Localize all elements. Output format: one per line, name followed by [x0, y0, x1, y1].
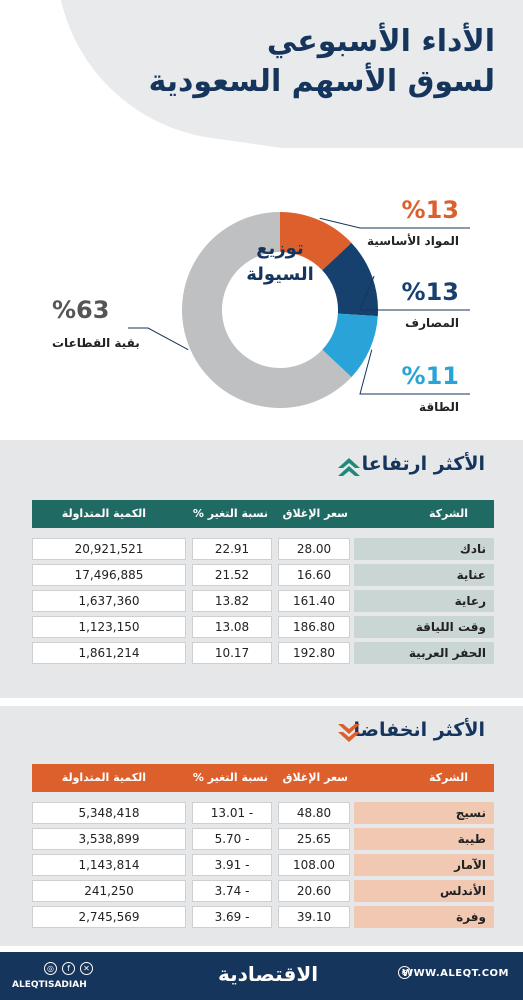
donut-center-label: توزيع السيولة [234, 236, 326, 288]
page-title-line1: الأداء الأسبوعي [266, 24, 495, 59]
cell-close: 20.60 [278, 880, 350, 902]
cell-company: نسيج [354, 802, 494, 824]
slice-label-materials: المواد الأساسية [367, 234, 459, 248]
slice-label-others: بقية القطاعات [52, 336, 140, 350]
cell-company: وفرة [354, 906, 494, 928]
slice-label-banks: المصارف [405, 316, 459, 330]
cell-company: الآمار [354, 854, 494, 876]
gainers-title: الأكثر ارتفاعا [361, 453, 485, 475]
table-row: 3,538,899 5.70 - 25.65 طيبة [32, 828, 494, 850]
cell-close: 28.00 [278, 538, 350, 560]
footer-site[interactable]: WWW.ALEQT.COM [402, 968, 509, 979]
table-row: 1,861,214 10.17 192.80 الحفر العربية [32, 642, 494, 664]
cell-change: 13.01 - [192, 802, 272, 824]
gainers-table-header: الشركة سعر الإغلاق نسبة التغير % الكمية … [32, 500, 494, 528]
table-row: 5,348,418 13.01 - 48.80 نسيج [32, 802, 494, 824]
cell-volume: 3,538,899 [32, 828, 186, 850]
donut-slice-materials [280, 212, 352, 271]
donut-slice-energy [322, 313, 378, 378]
cell-change: 3.69 - [192, 906, 272, 928]
losers-table-header: الشركة سعر الإغلاق نسبة التغير % الكمية … [32, 764, 494, 792]
cell-change: 3.74 - [192, 880, 272, 902]
col-change: نسبة التغير % [192, 507, 268, 520]
up-arrow-icon [338, 458, 360, 476]
cell-close: 186.80 [278, 616, 350, 638]
cell-close: 48.80 [278, 802, 350, 824]
table-row: 20,921,521 22.91 28.00 نادك [32, 538, 494, 560]
losers-title: الأكثر انخفاضا [353, 719, 485, 741]
leader-line-materials [319, 217, 470, 229]
cell-change: 3.91 - [192, 854, 272, 876]
table-row: 2,745,569 3.69 - 39.10 وفرة [32, 906, 494, 928]
cell-close: 39.10 [278, 906, 350, 928]
slice-value-others: %63 [52, 296, 110, 324]
instagram-icon[interactable]: ◎ [44, 962, 57, 975]
cell-change: 5.70 - [192, 828, 272, 850]
cell-volume: 1,637,360 [32, 590, 186, 612]
cell-volume: 17,496,885 [32, 564, 186, 586]
table-row: 241,250 3.74 - 20.60 الأندلس [32, 880, 494, 902]
globe-icon: ⊕ [398, 966, 411, 979]
donut-slice-banks [322, 242, 378, 317]
slice-value-banks: %13 [401, 278, 459, 306]
cell-change: 22.91 [192, 538, 272, 560]
footer: ⊕ WWW.ALEQT.COM الاقتصادية ◎ f ✕ ALEQTIS… [0, 952, 523, 1000]
cell-company: رعاية [354, 590, 494, 612]
cell-volume: 1,143,814 [32, 854, 186, 876]
col-volume: الكمية المتداولة [61, 771, 146, 784]
cell-close: 16.60 [278, 564, 350, 586]
cell-change: 13.82 [192, 590, 272, 612]
cell-volume: 2,745,569 [32, 906, 186, 928]
liquidity-donut-chart: توزيع السيولة %13 المواد الأساسية %13 ال… [0, 150, 523, 428]
col-company: الشركة [428, 507, 468, 520]
slice-value-energy: %11 [401, 362, 459, 390]
cell-volume: 1,861,214 [32, 642, 186, 664]
col-close: سعر الإغلاق [282, 507, 348, 520]
cell-volume: 20,921,521 [32, 538, 186, 560]
slice-value-materials: %13 [401, 196, 459, 224]
page-title-line2: لسوق الأسهم السعودية [148, 64, 495, 99]
header: الأداء الأسبوعي لسوق الأسهم السعودية [0, 0, 523, 148]
donut-center-line2: السيولة [246, 264, 314, 285]
cell-company: الحفر العربية [354, 642, 494, 664]
cell-close: 108.00 [278, 854, 350, 876]
cell-company: نادك [354, 538, 494, 560]
down-arrow-icon [338, 724, 360, 742]
col-volume: الكمية المتداولة [61, 507, 146, 520]
cell-volume: 241,250 [32, 880, 186, 902]
slice-label-energy: الطاقة [419, 400, 459, 414]
table-row: 1,143,814 3.91 - 108.00 الآمار [32, 854, 494, 876]
cell-change: 13.08 [192, 616, 272, 638]
footer-handle: ALEQTISADIAH [12, 980, 87, 990]
leader-line-others [128, 327, 189, 351]
table-row: 17,496,885 21.52 16.60 عناية [32, 564, 494, 586]
cell-close: 25.65 [278, 828, 350, 850]
donut-slice-others [182, 211, 352, 408]
cell-change: 21.52 [192, 564, 272, 586]
col-company: الشركة [428, 771, 468, 784]
footer-logo: الاقتصادية [218, 962, 319, 986]
donut-svg [128, 211, 470, 408]
facebook-icon[interactable]: f [62, 962, 75, 975]
cell-company: طيبة [354, 828, 494, 850]
cell-close: 161.40 [278, 590, 350, 612]
col-close: سعر الإغلاق [282, 771, 348, 784]
cell-change: 10.17 [192, 642, 272, 664]
cell-close: 192.80 [278, 642, 350, 664]
cell-company: وقت اللياقة [354, 616, 494, 638]
cell-volume: 1,123,150 [32, 616, 186, 638]
x-icon[interactable]: ✕ [80, 962, 93, 975]
table-row: 1,123,150 13.08 186.80 وقت اللياقة [32, 616, 494, 638]
table-row: 1,637,360 13.82 161.40 رعاية [32, 590, 494, 612]
cell-volume: 5,348,418 [32, 802, 186, 824]
donut-center-line1: توزيع [256, 238, 304, 259]
leader-line-energy [359, 349, 470, 395]
leader-line-banks [359, 275, 470, 311]
cell-company: الأندلس [354, 880, 494, 902]
col-change: نسبة التغير % [192, 771, 268, 784]
cell-company: عناية [354, 564, 494, 586]
